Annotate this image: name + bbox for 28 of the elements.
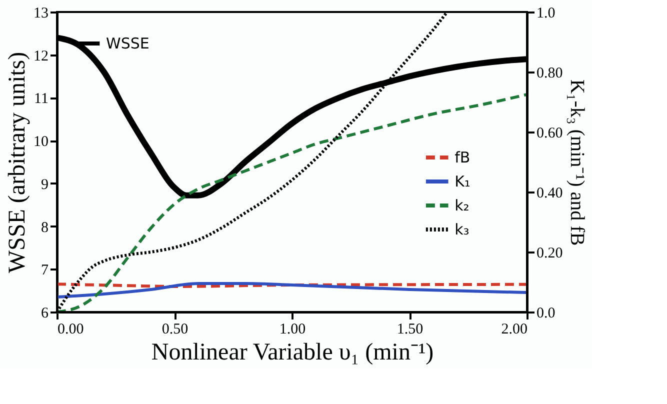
x-tick-label: 0.00 [58,322,84,338]
x-tick-label: 1.00 [279,322,306,338]
legend-label: K₁ [454,172,470,190]
y2-tick-label: 0.20 [536,246,563,262]
y2-tick-label: 1.0 [536,6,556,22]
y-tick-label: 11 [34,91,48,108]
y-axis-title: WSSE (arbitrary units) [4,52,30,274]
y2-tick-label: 0.80 [536,66,563,82]
y2-tick-label: 0.60 [536,126,563,142]
y-tick-label: 8 [41,220,48,236]
legend-label: fB [454,148,470,166]
legend-label: WSSE [106,34,150,52]
y-tick-label: 13 [34,6,48,22]
y-tick-label: 6 [41,306,49,322]
legend-label: k₂ [454,196,470,214]
x-tick-label: 2.00 [501,322,528,338]
legend-label: k₃ [454,220,470,238]
y2-axis-title: K₁-k₃ (min⁻¹) and fB [566,79,588,246]
x-tick-label: 1.50 [396,322,424,338]
y2-tick-label: 0.0 [536,306,556,322]
y2-tick-label: 0.40 [536,186,563,202]
x-tick-label: 0.50 [162,322,188,338]
y-tick-label: 12 [34,48,48,64]
y-tick-label: 10 [34,134,48,150]
x-axis-title: Nonlinear Variable υ₁ (min⁻¹) [151,340,434,366]
y-tick-label: 9 [41,176,48,193]
line-series [56,282,528,298]
y-tick-label: 7 [41,262,49,279]
